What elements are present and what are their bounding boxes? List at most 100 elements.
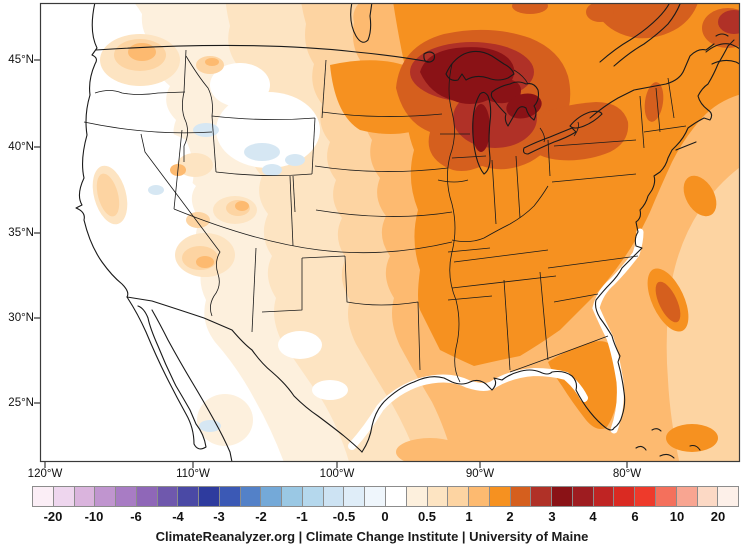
border-ca-nv	[140, 133, 221, 317]
anomaly-layer-1p5-florida	[548, 341, 620, 429]
border-id-mt	[185, 55, 213, 117]
colorbar-cell	[365, 487, 387, 506]
latitude-label-25n: 25°N	[8, 397, 34, 409]
anomaly-layer-3-huron-spot	[506, 93, 542, 119]
colorbar-cell	[199, 487, 220, 506]
border-ky-tn	[453, 249, 549, 263]
latitude-label-45n: 45°N	[8, 54, 34, 66]
colorbar-cell	[635, 487, 656, 506]
border-ny-vt	[639, 95, 645, 149]
border-id-west	[182, 49, 188, 162]
anomaly-blob-ne-offshore	[655, 281, 681, 323]
longitude-label-80w: 80°W	[612, 468, 642, 480]
cool-spot-wyoming-2	[262, 164, 282, 176]
cool-spot-nm	[285, 154, 305, 166]
colorbar-tick: 3	[548, 509, 556, 524]
map-body	[40, 3, 740, 462]
colorbar-tick: -10	[84, 509, 104, 524]
colorbar-cell	[116, 487, 137, 506]
border-ne-ks	[315, 209, 453, 217]
colorbar-cell	[552, 487, 573, 506]
border-nh-me	[667, 77, 675, 119]
white-patch-wtexas-2	[312, 380, 348, 400]
colorbar-cell	[53, 487, 75, 506]
anomaly-blob-gulf	[396, 438, 464, 462]
latitude-label-30n: 30°N	[8, 312, 34, 324]
coast-atlantic	[594, 39, 735, 417]
border-nv-ut	[173, 129, 183, 210]
colorbar-tick: -1	[296, 509, 308, 524]
speckle-ca-valley-2	[96, 173, 120, 217]
border-42n	[83, 121, 213, 134]
coast-bahamas	[635, 428, 701, 459]
colorbar-cell	[157, 487, 179, 506]
border-wy-bottom	[215, 171, 313, 176]
border-us-canada-east	[589, 43, 715, 119]
speckle-ut-1	[177, 153, 213, 177]
coast-gulf-california	[151, 309, 233, 462]
border-mississippi-river	[447, 63, 461, 383]
border-al-ga	[539, 271, 549, 361]
great-lakes	[445, 50, 603, 175]
colorbar-cell	[614, 487, 636, 506]
border-us-mexico	[126, 296, 363, 453]
border-wa-or	[94, 90, 186, 95]
border-vt-nh	[655, 87, 661, 133]
anomaly-blob-atlantic-2	[666, 424, 718, 452]
colorbar-cell	[406, 487, 428, 506]
border-mo-ar	[447, 247, 491, 253]
coast-nova-scotia-1	[705, 43, 740, 53]
border-il-in	[491, 159, 497, 225]
colorbar-cell	[282, 487, 303, 506]
border-tx-panhandle	[261, 255, 421, 371]
border-ia-mo	[437, 179, 469, 183]
state-borders	[83, 49, 687, 383]
colorbar-cell	[219, 487, 241, 506]
latitude-label-35n: 35°N	[8, 227, 34, 239]
colorbar-scale: -20 -10 -6 -4 -3 -2 -1 -0.5 0 0.5 1 2 3 …	[0, 509, 744, 527]
latitude-label-40n: 40°N	[8, 141, 34, 153]
anomaly-blob-atlantic-3	[683, 175, 717, 217]
speckle-baja-mainland	[197, 394, 253, 446]
border-nc-sc	[553, 293, 599, 303]
colorbar-cell	[572, 487, 594, 506]
coast-pacific	[75, 3, 129, 298]
lake-of-the-woods	[423, 51, 436, 63]
colorbar-tick: 1	[465, 509, 473, 524]
white-patch-wyoming	[216, 92, 320, 168]
white-strip-gulf-coast	[348, 367, 588, 450]
colorbar-cell	[676, 487, 698, 506]
speckle-az-3	[196, 256, 214, 268]
border-mason-dixon	[551, 173, 637, 183]
cool-spot-nevada	[148, 185, 164, 195]
colorbar-cell	[344, 487, 366, 506]
colorbar-cell	[531, 487, 553, 506]
border-wi-il	[451, 155, 487, 159]
coast-pei	[715, 33, 729, 37]
colorbar-tick: 4	[589, 509, 597, 524]
colorbar-tick: -20	[43, 509, 63, 524]
speckle-pnw-3	[128, 43, 156, 61]
river-st-lawrence-south	[599, 3, 671, 63]
map-frame	[39, 2, 741, 463]
anomaly-blob-vt	[644, 82, 664, 122]
river-st-lawrence-north	[613, 3, 681, 67]
lake-erie	[522, 127, 577, 155]
border-ar-la	[447, 295, 493, 301]
border-us-canada-west	[95, 44, 431, 63]
white-patch-montana	[210, 63, 270, 107]
colorbar-cell	[386, 487, 407, 506]
anomaly-layer-3-michigan-spot	[472, 104, 490, 152]
colorbar-tick: 20	[710, 509, 726, 524]
colorbar-cell	[74, 487, 96, 506]
lake-michigan	[472, 91, 492, 175]
lake-huron	[490, 81, 540, 127]
border-va-nc	[547, 255, 639, 269]
colorbar-cell	[302, 487, 324, 506]
lake-superior	[445, 50, 515, 81]
colorbar-tick: -0.5	[332, 509, 356, 524]
colorbar-cell	[489, 487, 511, 506]
longitude-label-110w: 110°W	[176, 468, 210, 480]
border-ma-ct	[643, 125, 687, 133]
